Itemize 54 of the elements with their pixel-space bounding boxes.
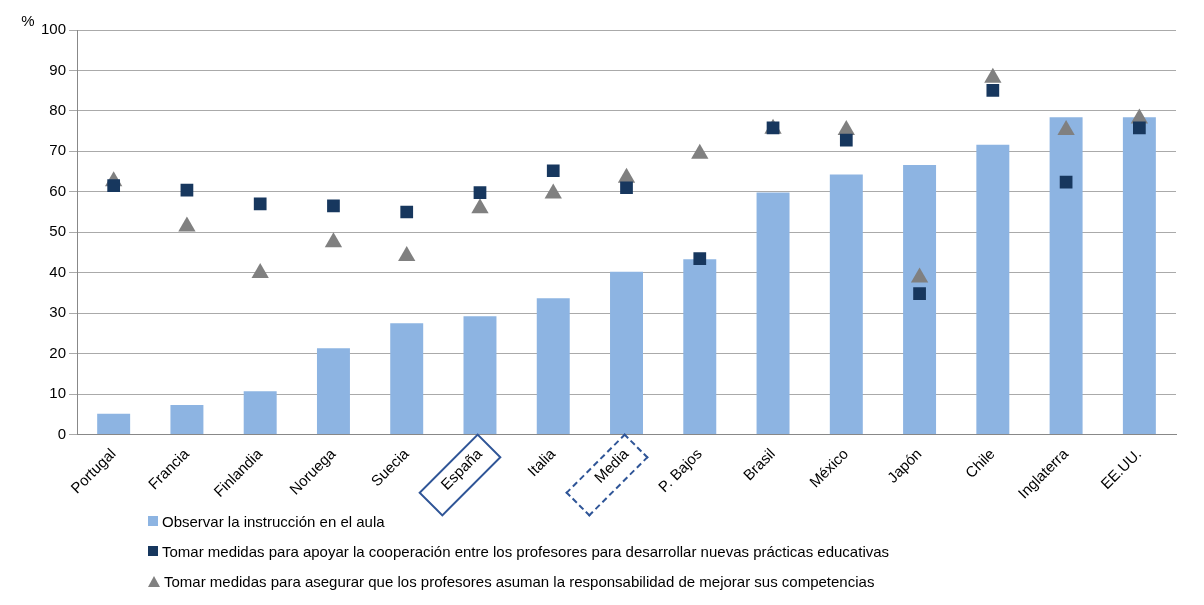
point [400, 205, 414, 219]
bar [976, 144, 1010, 434]
legend-label: Observar la instrucción en el aula [162, 512, 385, 530]
point [691, 143, 709, 159]
point [620, 181, 633, 195]
bar [170, 404, 204, 434]
y-tick-label: 10 [49, 384, 67, 402]
y-tick-label: 90 [49, 60, 67, 78]
bar [610, 271, 643, 434]
point [910, 267, 929, 283]
bar [683, 259, 717, 434]
y-axis-title: % [21, 12, 35, 30]
point [327, 199, 340, 213]
y-tick-label: 70 [49, 141, 67, 159]
bar [390, 323, 424, 434]
point [178, 216, 196, 232]
point [544, 183, 562, 199]
point [1057, 119, 1075, 135]
bar [1122, 117, 1156, 434]
bar [316, 348, 350, 434]
point [984, 67, 1002, 83]
legend-label: Tomar medidas para apoyar la cooperación entre los profesores para desarrollar nuevas prácticas educativas [162, 542, 890, 560]
bar [1049, 117, 1083, 434]
x-tick-label: Italia [523, 444, 559, 480]
bar [463, 316, 497, 434]
y-tick-label: 60 [49, 181, 67, 199]
bar [97, 413, 131, 434]
y-tick-label: 100 [41, 20, 67, 38]
y-tick-label: 20 [49, 343, 67, 361]
bar [536, 298, 570, 434]
point [253, 197, 267, 211]
y-tick-label: 40 [49, 262, 67, 280]
point [986, 83, 1000, 97]
point [324, 232, 343, 248]
y-tick-label: 30 [49, 303, 67, 321]
y-tick-label: 0 [57, 424, 67, 442]
bar [903, 165, 937, 434]
point [471, 198, 489, 214]
point [107, 179, 121, 193]
point [693, 252, 707, 265]
point [1133, 121, 1146, 135]
point [251, 263, 269, 279]
bar [829, 174, 863, 434]
point [398, 246, 416, 262]
y-tick-label: 50 [49, 222, 67, 240]
point [913, 287, 926, 301]
point [473, 186, 487, 199]
point [546, 164, 560, 178]
point [180, 183, 194, 197]
bar [243, 391, 277, 434]
legend-label: Tomar medidas para asegurar que los profesores asuman la responsabilidad de mejorar sus competencias [164, 572, 875, 590]
point [839, 133, 853, 147]
y-tick-label: 80 [49, 101, 67, 119]
bar [756, 192, 790, 434]
